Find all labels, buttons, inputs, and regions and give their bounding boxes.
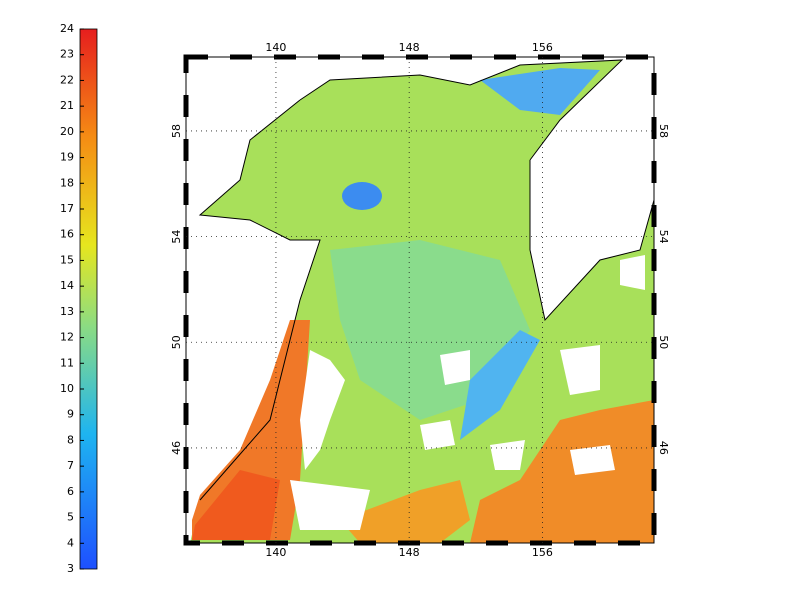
x-tick-label-bottom: 148 [399,546,420,559]
colorbar-tick-label: 3 [67,562,74,575]
y-tick-label-left: 54 [170,230,183,244]
x-tick-label-bottom: 140 [265,546,286,559]
x-tick-label-bottom: 156 [532,546,553,559]
colorbar-tick-label: 22 [60,73,74,86]
colorbar-tick-label: 21 [60,99,74,112]
y-tick-label-left: 46 [170,441,183,455]
colorbar-tick-label: 24 [60,22,74,35]
colorbar-tick-label: 19 [60,151,74,164]
colorbar-tick-label: 4 [67,536,74,549]
colorbar-tick-label: 20 [60,125,74,138]
colorbar-tick-label: 7 [67,459,74,472]
y-tick-label-right: 58 [657,124,670,138]
x-tick-label-top: 140 [265,41,286,54]
colorbar-tick-label: 15 [60,253,74,266]
colorbar-tick-label: 23 [60,48,74,61]
colorbar-tick-label: 12 [60,331,74,344]
colorbar-tick-label: 8 [67,433,74,446]
colorbar-tick-label: 5 [67,511,74,524]
x-tick-label-top: 148 [399,41,420,54]
colorbar-tick-label: 18 [60,176,74,189]
colorbar-tick-label: 11 [60,356,74,369]
y-tick-label-right: 54 [657,230,670,244]
colorbar-tick-label: 10 [60,382,74,395]
y-tick-label-left: 58 [170,124,183,138]
colorbar-tick-label: 13 [60,305,74,318]
colorbar [79,28,98,570]
y-tick-label-left: 50 [170,335,183,349]
y-tick-label-right: 50 [657,335,670,349]
colorbar-tick-label: 14 [60,279,74,292]
colorbar-tick-label: 9 [67,408,74,421]
x-tick-label-top: 156 [532,41,553,54]
map-field [186,57,655,543]
colorbar-tick-label: 17 [60,202,74,215]
colorbar-tick-label: 6 [67,485,74,498]
map-frame-checker [183,54,657,546]
colorbar-tick-label: 16 [60,228,74,241]
y-tick-label-right: 46 [657,441,670,455]
